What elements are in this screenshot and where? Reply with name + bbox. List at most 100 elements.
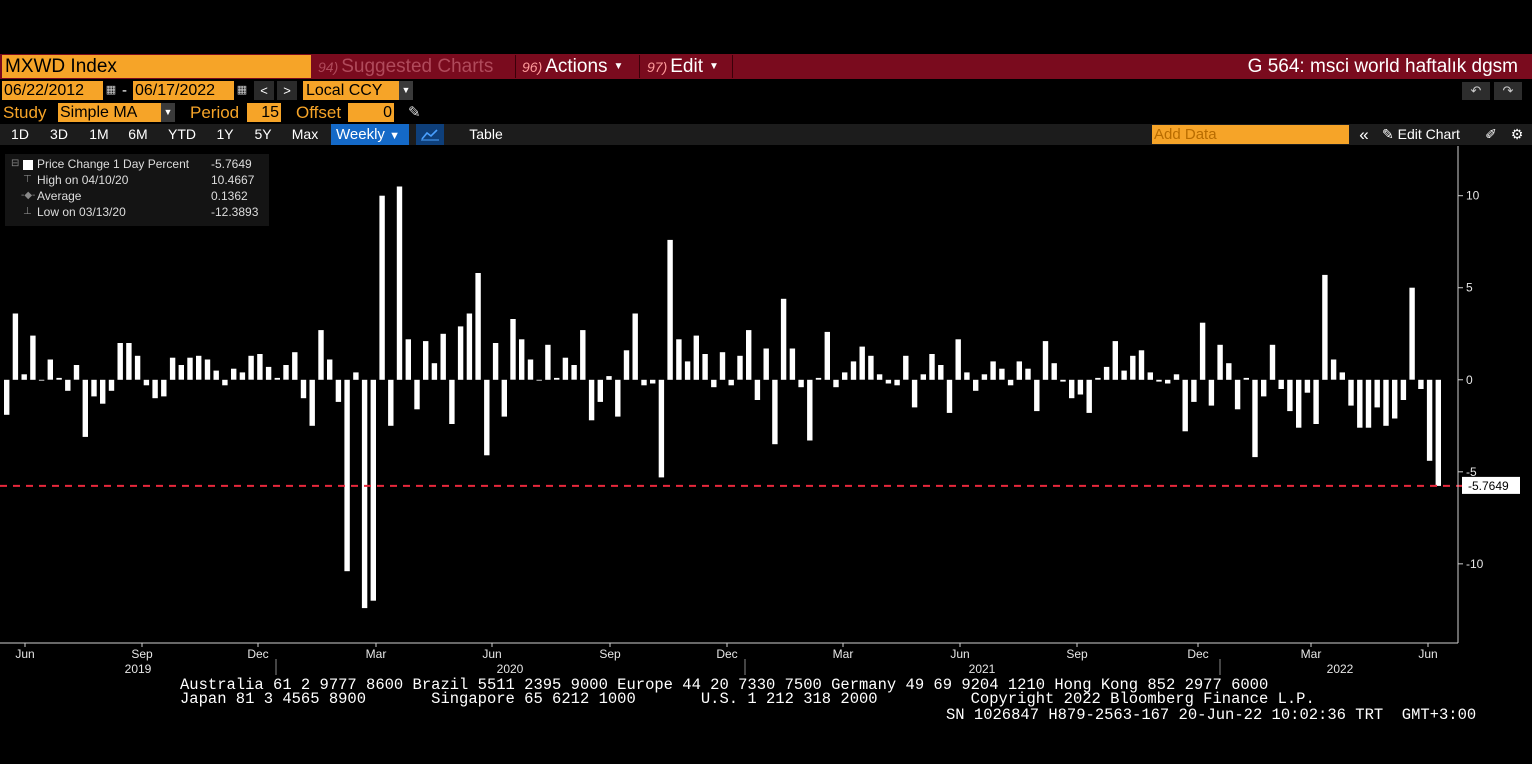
bar [196, 355, 202, 380]
offset-input[interactable]: 0 [348, 103, 394, 122]
bar [737, 355, 743, 380]
bar [1103, 366, 1110, 380]
bar [911, 379, 918, 408]
bar [423, 341, 429, 380]
bar [492, 343, 499, 380]
currency-dropdown-icon[interactable]: ▼ [399, 81, 413, 100]
bar [309, 379, 315, 426]
bar [1121, 370, 1127, 380]
bar [833, 379, 839, 388]
legend-low-value: -12.3893 [211, 205, 259, 219]
bar [292, 352, 298, 380]
calendar-icon[interactable]: ▦ [105, 84, 117, 96]
footer-contacts-line-2: Japan 81 3 4565 8900 Singapore 65 6212 1… [180, 690, 1315, 708]
gear-icon[interactable]: ⚙ [1510, 126, 1524, 142]
pencil-icon[interactable]: ✎ [408, 104, 421, 121]
redo-icon[interactable]: ↷ [1494, 82, 1522, 100]
range-1y-button[interactable]: 1Y [216, 126, 234, 142]
bar [257, 354, 263, 380]
bar [920, 374, 926, 380]
bar [1365, 379, 1372, 428]
bar [894, 379, 900, 386]
bar [711, 379, 717, 388]
actions-menu[interactable]: 96) Actions ▼ [522, 55, 623, 78]
next-period-button[interactable]: > [277, 81, 297, 100]
menu-separator [639, 55, 640, 78]
line-chart-icon[interactable] [416, 124, 444, 145]
offset-label: Offset [296, 103, 342, 122]
x-month-label: Jun [482, 647, 501, 661]
range-3d-button[interactable]: 3D [50, 126, 68, 142]
y-tick-label: 5 [1466, 281, 1473, 295]
bar [693, 335, 699, 380]
edit-chart-button[interactable]: ✎ Edit Chart [1382, 124, 1474, 145]
bar [519, 339, 525, 380]
study-dropdown-icon[interactable]: ▼ [161, 103, 175, 122]
x-month-label: Jun [1418, 647, 1437, 661]
bar [484, 379, 490, 456]
legend-tree-icon: ⊟ [11, 158, 20, 169]
prev-period-button[interactable]: < [254, 81, 274, 100]
edit-chart-pencil-icon: ✎ [1382, 126, 1394, 142]
range-ytd-button[interactable]: YTD [168, 126, 196, 142]
range-max-button[interactable]: Max [291, 126, 319, 142]
currency-select[interactable]: Local CCY [303, 81, 400, 100]
last-value-tag [1462, 476, 1520, 494]
frequency-label: Weekly [336, 126, 385, 143]
edit-menu[interactable]: 97) Edit ▼ [647, 55, 719, 78]
x-month-label: Sep [599, 647, 621, 661]
bar [475, 273, 481, 380]
study-select[interactable]: Simple MA [58, 103, 162, 122]
range-6m-button[interactable]: 6M [128, 126, 148, 142]
bar [571, 365, 577, 380]
collapse-icon[interactable]: « [1359, 125, 1369, 144]
security-ticker[interactable]: MXWD Index [2, 55, 311, 78]
bar [344, 379, 350, 572]
x-month-label: Dec [1187, 647, 1208, 661]
undo-icon[interactable]: ↶ [1462, 82, 1490, 100]
bar [204, 359, 211, 380]
bar [353, 372, 359, 380]
bar [763, 348, 769, 380]
bar [1147, 372, 1153, 380]
chart-settings-edit-icon[interactable]: ✐ [1485, 126, 1497, 142]
suggested-charts-number: 94) [318, 59, 339, 75]
suggested-charts-menu[interactable]: 94) Suggested Charts [318, 55, 493, 78]
bar [772, 379, 778, 445]
actions-number: 96) [522, 59, 543, 75]
bar [1095, 377, 1101, 380]
bar [1208, 379, 1215, 406]
range-1m-button[interactable]: 1M [89, 126, 109, 142]
add-data-input[interactable]: Add Data [1152, 125, 1349, 144]
bar [580, 330, 586, 380]
bar [1234, 379, 1241, 410]
legend-low-row: ⊥ Low on 03/13/20 -12.3893 [5, 204, 269, 220]
bar [178, 365, 184, 380]
bar [1199, 322, 1206, 380]
range-5y-button[interactable]: 5Y [254, 126, 272, 142]
bar [335, 379, 342, 402]
calendar-icon[interactable]: ▦ [236, 84, 248, 96]
start-date-input[interactable]: 06/22/2012 [2, 81, 103, 100]
bar [1182, 379, 1188, 432]
bar [1025, 368, 1031, 380]
end-date-input[interactable]: 06/17/2022 [133, 81, 234, 100]
bar [658, 379, 665, 478]
period-input[interactable]: 15 [247, 103, 281, 122]
legend-average-value: 0.1362 [211, 189, 248, 203]
bar [1400, 379, 1407, 400]
menu-separator [732, 55, 733, 78]
edit-caret-icon: ▼ [708, 61, 719, 73]
bar [728, 379, 734, 386]
x-month-label: Dec [247, 647, 268, 661]
bar [562, 357, 569, 380]
frequency-select[interactable]: Weekly ▼ [331, 124, 409, 145]
bar [1060, 379, 1066, 382]
range-1d-button[interactable]: 1D [11, 126, 29, 142]
bar [868, 355, 874, 380]
bar [65, 379, 71, 391]
bar [1383, 379, 1389, 426]
table-view-button[interactable]: Table [469, 126, 503, 142]
bar [623, 350, 630, 380]
bar [449, 379, 455, 424]
